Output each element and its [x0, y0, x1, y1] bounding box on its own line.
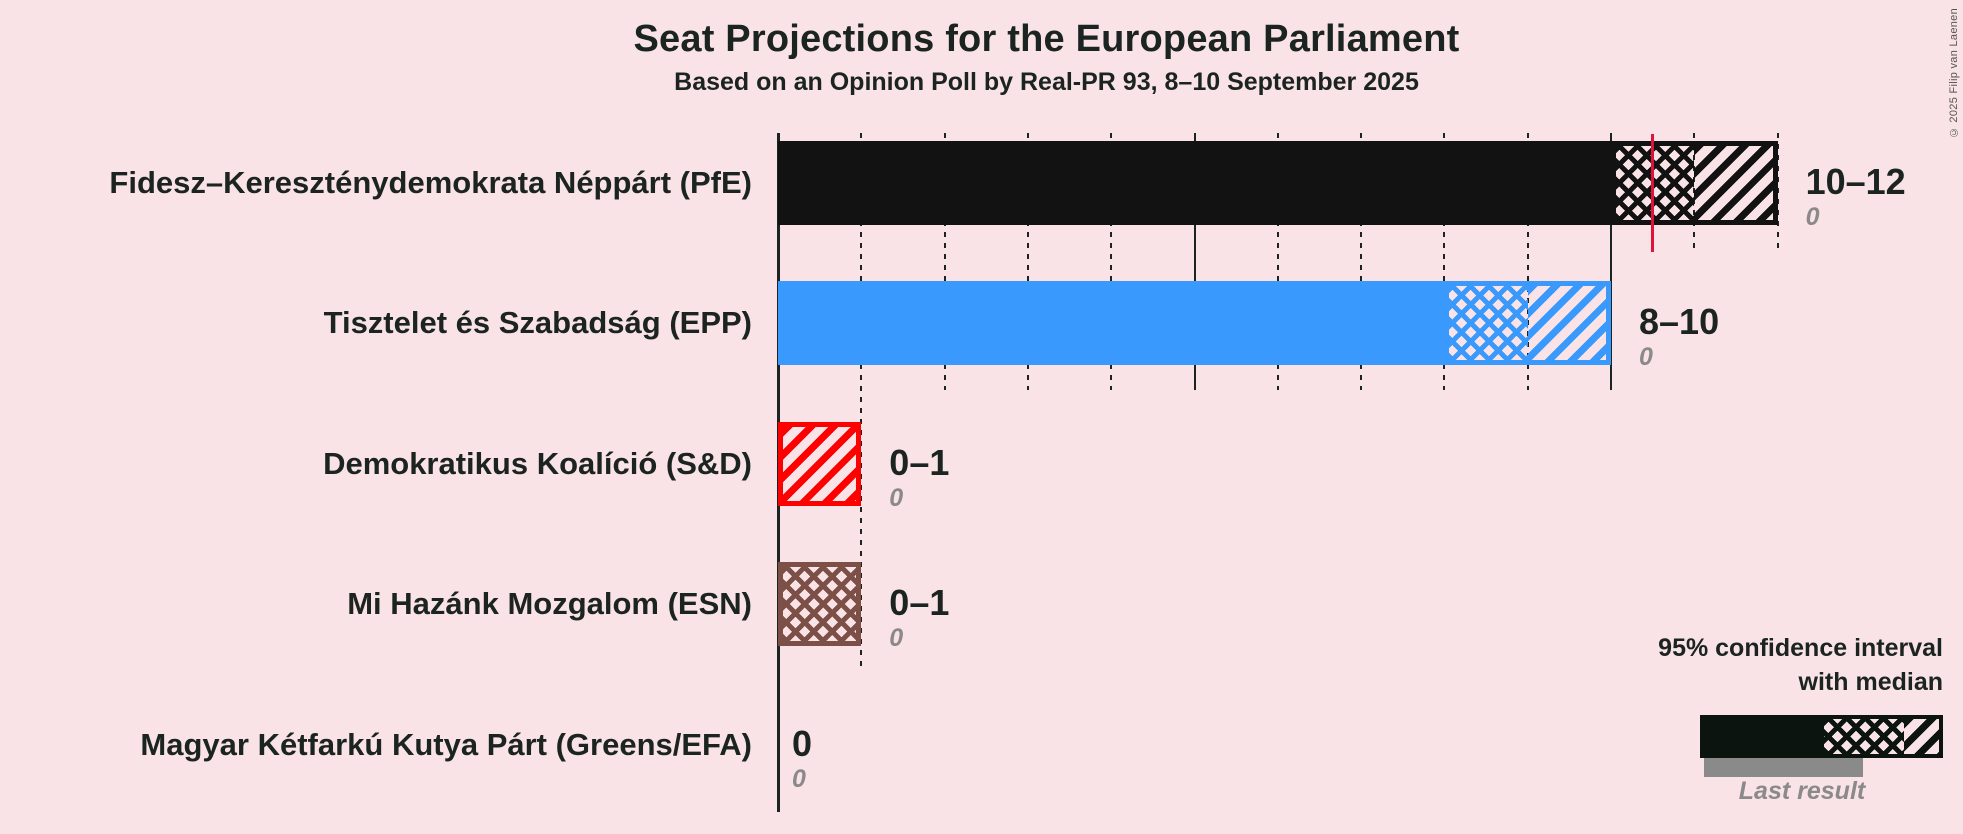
party-label: Demokratikus Koalíció (S&D)	[323, 446, 752, 481]
last-result-label: 0	[889, 624, 904, 652]
last-result-label: 0	[792, 765, 806, 793]
gridline-seat-5	[1193, 133, 1196, 390]
chart-row: Fidesz–Kereszténydemokrata Néppárt (PfE)…	[0, 141, 1963, 231]
value-labels: 0–1 0	[889, 562, 949, 652]
gridline-seat-12	[1776, 133, 1779, 250]
legend-ci-caption-line2: with median	[1798, 668, 1943, 696]
value-labels: 0 0	[792, 703, 812, 793]
seat-bar	[778, 422, 862, 506]
last-result-label: 0	[1805, 203, 1820, 231]
gridline-seat-8	[1443, 133, 1446, 390]
legend-ci-solid-segment	[1700, 715, 1820, 758]
legend-ci-bar	[1700, 715, 1943, 758]
party-label: Mi Hazánk Mozgalom (ESN)	[347, 586, 752, 621]
legend-crosshatch-swatch	[1824, 719, 1904, 754]
confidence-interval-segment	[778, 422, 862, 506]
ci-crosshatch-low-to-median	[783, 567, 857, 641]
gridline-seat-2	[943, 133, 946, 390]
value-labels: 8–10 0	[1639, 281, 1719, 371]
gridline-seat-9	[1526, 133, 1529, 390]
ci-range-label: 0–1	[889, 582, 950, 623]
value-labels: 0–1 0	[889, 422, 949, 512]
ci-crosshatch-low-to-median	[1616, 146, 1695, 220]
ci-diagonal-median-to-high	[1527, 286, 1606, 360]
ci-crosshatch-low-to-median	[1449, 286, 1528, 360]
party-label: Fidesz–Kereszténydemokrata Néppárt (PfE)	[109, 165, 752, 200]
value-labels: 10–12 0	[1806, 141, 1906, 231]
legend-ci-hatched-segment	[1820, 715, 1943, 758]
chart-row: Mi Hazánk Mozgalom (ESN) 0–1 0	[0, 562, 1963, 652]
ci-range-label: 10–12	[1805, 161, 1906, 202]
bar-solid-segment	[778, 141, 1611, 225]
chart-row: Demokratikus Koalíció (S&D) 0–1 0	[0, 422, 1963, 512]
party-label: Tisztelet és Szabadság (EPP)	[323, 305, 752, 340]
gridline-seat-3	[1026, 133, 1029, 390]
bar-solid-segment	[778, 281, 1445, 365]
ci-range-label: 0	[792, 723, 813, 764]
confidence-interval-segment	[778, 562, 862, 646]
seat-bar	[778, 281, 1611, 365]
seat-bar	[778, 141, 1778, 225]
party-label: Magyar Kétfarkú Kutya Párt (Greens/EFA)	[140, 727, 752, 762]
ci-diagonal-median-to-high	[783, 427, 857, 501]
chart-row: Magyar Kétfarkú Kutya Párt (Greens/EFA) …	[0, 703, 1963, 793]
ci-range-label: 8–10	[1639, 301, 1720, 342]
gridline-seat-7	[1360, 133, 1363, 390]
seat-bar	[778, 562, 862, 646]
gridline-seat-1	[860, 133, 863, 671]
legend-ci-caption: 95% confidence interval with median	[1658, 631, 1943, 699]
confidence-interval-segment	[1444, 281, 1611, 365]
chart-subtitle: Based on an Opinion Poll by Real-PR 93, …	[674, 68, 1419, 96]
legend-last-result-bar	[1704, 758, 1863, 777]
chart-row: Tisztelet és Szabadság (EPP) 8–10 0	[0, 281, 1963, 371]
last-result-label: 0	[889, 484, 904, 512]
legend-last-result-caption: Last result	[1738, 777, 1866, 805]
confidence-interval-segment	[1611, 141, 1778, 225]
chart-title: Seat Projections for the European Parlia…	[633, 18, 1460, 60]
legend-diagonal-swatch	[1904, 719, 1939, 754]
ci-diagonal-median-to-high	[1694, 146, 1773, 220]
gridline-seat-4	[1110, 133, 1113, 390]
ci-range-label: 0–1	[889, 442, 950, 483]
gridline-seat-6	[1276, 133, 1279, 390]
majority-median-line	[1651, 134, 1655, 252]
last-result-label: 0	[1639, 343, 1653, 371]
gridline-seat-10	[1610, 133, 1612, 390]
legend-ci-caption-line1: 95% confidence interval	[1658, 634, 1943, 662]
